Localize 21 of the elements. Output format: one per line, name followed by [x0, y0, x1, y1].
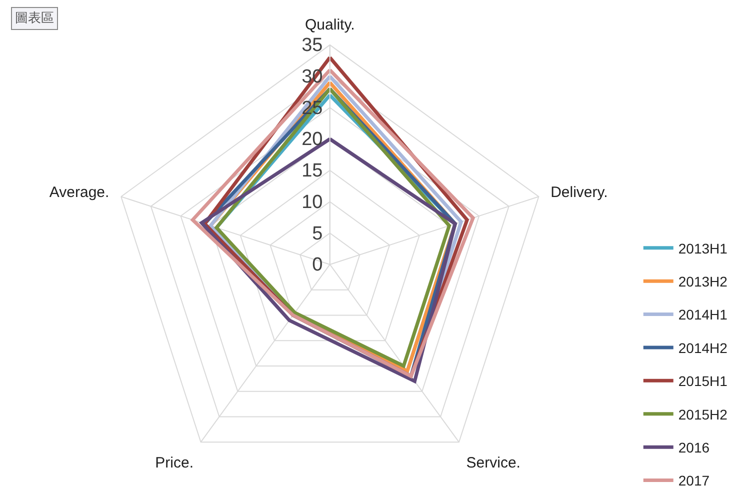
- y-tick-label: 0: [312, 254, 323, 276]
- y-tick-label: 35: [302, 35, 323, 56]
- legend-label: 2016: [678, 440, 710, 456]
- spoke-label: Delivery.: [550, 184, 608, 201]
- legend-label: 2013H2: [678, 274, 728, 290]
- legend-label: 2014H2: [678, 340, 728, 356]
- legend-label: 2013H1: [678, 240, 728, 256]
- text: 圖表區: [15, 11, 54, 26]
- y-tick-label: 5: [312, 223, 323, 244]
- spoke-label: Price.: [155, 454, 194, 472]
- legend-label: 2017: [678, 472, 710, 489]
- legend-label: 2015H2: [678, 406, 728, 422]
- legend-label: 2014H1: [678, 306, 728, 323]
- legend-label: 2015H1: [678, 373, 728, 390]
- y-tick-label: 10: [302, 192, 323, 213]
- y-tick-label: 25: [302, 98, 323, 119]
- spoke-label: Service.: [466, 454, 520, 472]
- y-tick-label: 15: [302, 160, 323, 182]
- spoke-label: Quality.: [305, 16, 355, 34]
- spoke-label: Average.: [49, 184, 110, 201]
- y-tick-label: 20: [302, 129, 323, 150]
